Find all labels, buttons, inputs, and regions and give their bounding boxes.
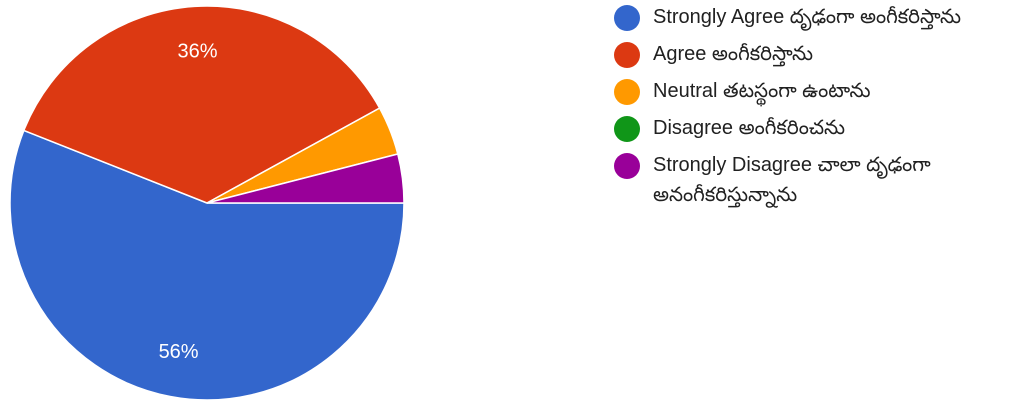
legend-item-5[interactable]: Strongly Disagree చాలా దృఢంగా అనంగీకరిస్… bbox=[614, 150, 1014, 210]
legend-marker-5 bbox=[614, 153, 640, 179]
legend-marker-1 bbox=[614, 5, 640, 31]
legend-label-1: Strongly Agree దృఢంగా అంగీకరిస్తాను bbox=[653, 6, 962, 28]
pie-slice-label-1: 56% bbox=[159, 341, 199, 363]
legend-label-4: Disagree అంగీకరించను bbox=[653, 117, 845, 139]
legend-label-5: Strongly Disagree చాలా దృఢంగా అనంగీకరిస్… bbox=[653, 154, 931, 206]
legend: Strongly Agree దృఢంగా అంగీకరిస్తాను Agree… bbox=[614, 2, 1014, 217]
pie-slice-2[interactable] bbox=[22, 5, 381, 204]
pie-slice-label-2: 36% bbox=[177, 41, 217, 63]
pie-slice-5[interactable] bbox=[206, 153, 405, 204]
legend-label-3: Neutral తటస్థంగా ఉంటాను bbox=[653, 80, 871, 102]
legend-marker-2 bbox=[614, 42, 640, 68]
legend-item-3[interactable]: Neutral తటస్థంగా ఉంటాను bbox=[614, 76, 1014, 106]
legend-marker-4 bbox=[614, 116, 640, 142]
pie-slice-1[interactable] bbox=[9, 129, 405, 400]
pie-chart: 56% 36% bbox=[9, 5, 405, 400]
legend-item-4[interactable]: Disagree అంగీకరించను bbox=[614, 113, 1014, 143]
legend-label-2: Agree అంగీకరిస్తాను bbox=[653, 43, 813, 65]
legend-item-2[interactable]: Agree అంగీకరిస్తాను bbox=[614, 39, 1014, 69]
legend-marker-3 bbox=[614, 79, 640, 105]
legend-item-1[interactable]: Strongly Agree దృఢంగా అంగీకరిస్తాను bbox=[614, 2, 1014, 32]
